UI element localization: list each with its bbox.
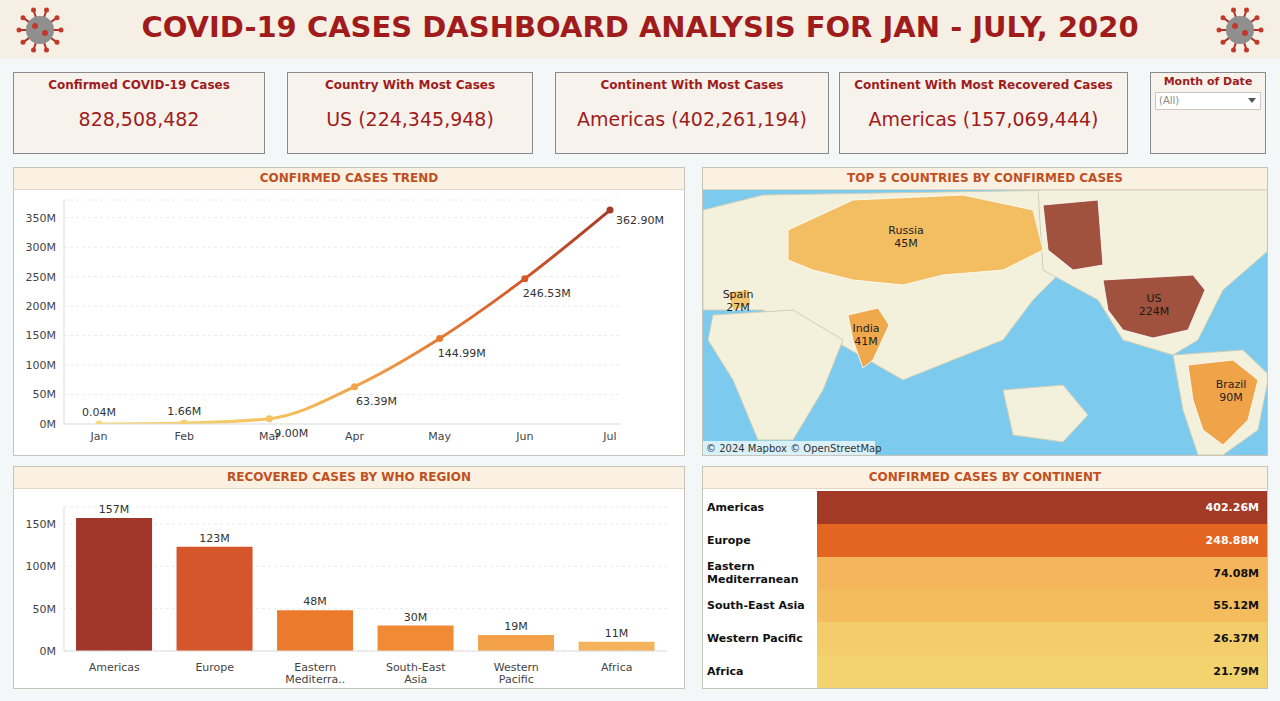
html-text:21.79M: 21.79M [1213, 665, 1259, 678]
html-text:CONFIRMED CASES TREND: CONFIRMED CASES TREND [259, 171, 439, 185]
svg-text:30M: 30M [404, 611, 428, 624]
html-text:828,508,482: 828,508,482 [78, 108, 200, 130]
svg-text:123M: 123M [199, 532, 230, 545]
svg-text:0.04M: 0.04M [82, 406, 116, 419]
html-text:COVID-19 CASES DASHBOARD ANALY: COVID-19 CASES DASHBOARD ANALYSIS FOR JA… [141, 10, 1139, 44]
svg-text:Americas: Americas [89, 661, 140, 674]
svg-text:9.00M: 9.00M [274, 427, 308, 440]
svg-text:100M: 100M [26, 359, 57, 372]
svg-text:157M: 157M [99, 503, 130, 516]
html-text:Eastern Mediterranean: Eastern Mediterranean [707, 560, 799, 587]
svg-text:WesternPacific: WesternPacific [494, 661, 539, 686]
html-text:55.12M: 55.12M [1213, 599, 1259, 613]
html-text:26.37M: 26.37M [1213, 632, 1259, 646]
html-text:74.08M: 74.08M [1213, 566, 1259, 580]
svg-text:1.66M: 1.66M [167, 405, 201, 418]
html-text:CONFIRMED CASES BY CONTINENT: CONFIRMED CASES BY CONTINENT [868, 470, 1102, 484]
svg-text:63.39M: 63.39M [356, 395, 397, 408]
svg-text:Jul: Jul [602, 430, 616, 443]
svg-text:350M: 350M [26, 212, 57, 225]
svg-text:144.99M: 144.99M [438, 347, 486, 360]
svg-text:May: May [428, 430, 451, 443]
svg-text:200M: 200M [26, 300, 57, 313]
html-text:Continent With Most Cases: Continent With Most Cases [600, 78, 784, 92]
html-text:Americas (402,261,194): Americas (402,261,194) [577, 108, 807, 130]
svg-text:Apr: Apr [345, 430, 365, 443]
svg-text:0M: 0M [40, 418, 57, 431]
html-text:402.26M: 402.26M [1205, 500, 1259, 514]
svg-text:Feb: Feb [174, 430, 193, 443]
html-text:US (224,345,948): US (224,345,948) [326, 108, 494, 130]
svg-text:Spain27M: Spain27M [723, 288, 754, 314]
svg-text:19M: 19M [504, 620, 528, 633]
svg-text:150M: 150M [26, 518, 57, 531]
svg-text:250M: 250M [26, 271, 57, 284]
svg-text:South-EastAsia: South-EastAsia [386, 661, 446, 686]
svg-text:48M: 48M [303, 595, 327, 608]
svg-text:Jan: Jan [90, 430, 108, 443]
html-text:Europe: Europe [707, 533, 751, 547]
html-text:248.88M: 248.88M [1205, 533, 1259, 547]
html-text:Africa: Africa [707, 665, 744, 678]
svg-text:Europe: Europe [195, 661, 234, 674]
svg-text:0M: 0M [40, 645, 57, 658]
svg-text:246.53M: 246.53M [523, 287, 571, 300]
svg-text:Jun: Jun [515, 430, 533, 443]
html-text:RECOVERED CASES BY WHO REGION: RECOVERED CASES BY WHO REGION [227, 470, 471, 484]
svg-text:US224M: US224M [1139, 292, 1170, 318]
html-text:(All): (All) [1159, 95, 1180, 106]
svg-text:150M: 150M [26, 329, 57, 342]
svg-text:Brazil90M: Brazil90M [1216, 378, 1247, 404]
svg-text:300M: 300M [26, 241, 57, 254]
svg-text:50M: 50M [33, 388, 57, 401]
html-text:Americas (157,069,444): Americas (157,069,444) [868, 108, 1099, 130]
svg-text:11M: 11M [605, 627, 629, 640]
html-text:Month of Date: Month of Date [1163, 75, 1253, 88]
svg-text:50M: 50M [33, 603, 57, 616]
svg-text:Russia45M: Russia45M [888, 224, 923, 250]
svg-text:EasternMediterra..: EasternMediterra.. [285, 661, 345, 686]
html-text:Western Pacific: Western Pacific [707, 632, 803, 646]
svg-text:Africa: Africa [601, 661, 632, 674]
svg-text:© 2024 Mapbox © OpenStreetMap: © 2024 Mapbox © OpenStreetMap [706, 443, 882, 454]
html-text:Confirmed COVID-19 Cases: Confirmed COVID-19 Cases [48, 78, 230, 92]
html-text:TOP 5 COUNTRIES BY CONFIRMED C: TOP 5 COUNTRIES BY CONFIRMED CASES [847, 171, 1123, 185]
html-text:Americas: Americas [707, 500, 765, 514]
html-text:South-East Asia: South-East Asia [707, 599, 805, 613]
svg-text:100M: 100M [26, 560, 57, 573]
html-text:Country With Most Cases: Country With Most Cases [324, 78, 496, 92]
svg-text:Mar: Mar [259, 429, 280, 443]
svg-text:362.90M: 362.90M [616, 214, 664, 227]
html-text:Continent With Most Recovered: Continent With Most Recovered Cases [854, 78, 1113, 92]
svg-text:India41M: India41M [853, 322, 880, 348]
